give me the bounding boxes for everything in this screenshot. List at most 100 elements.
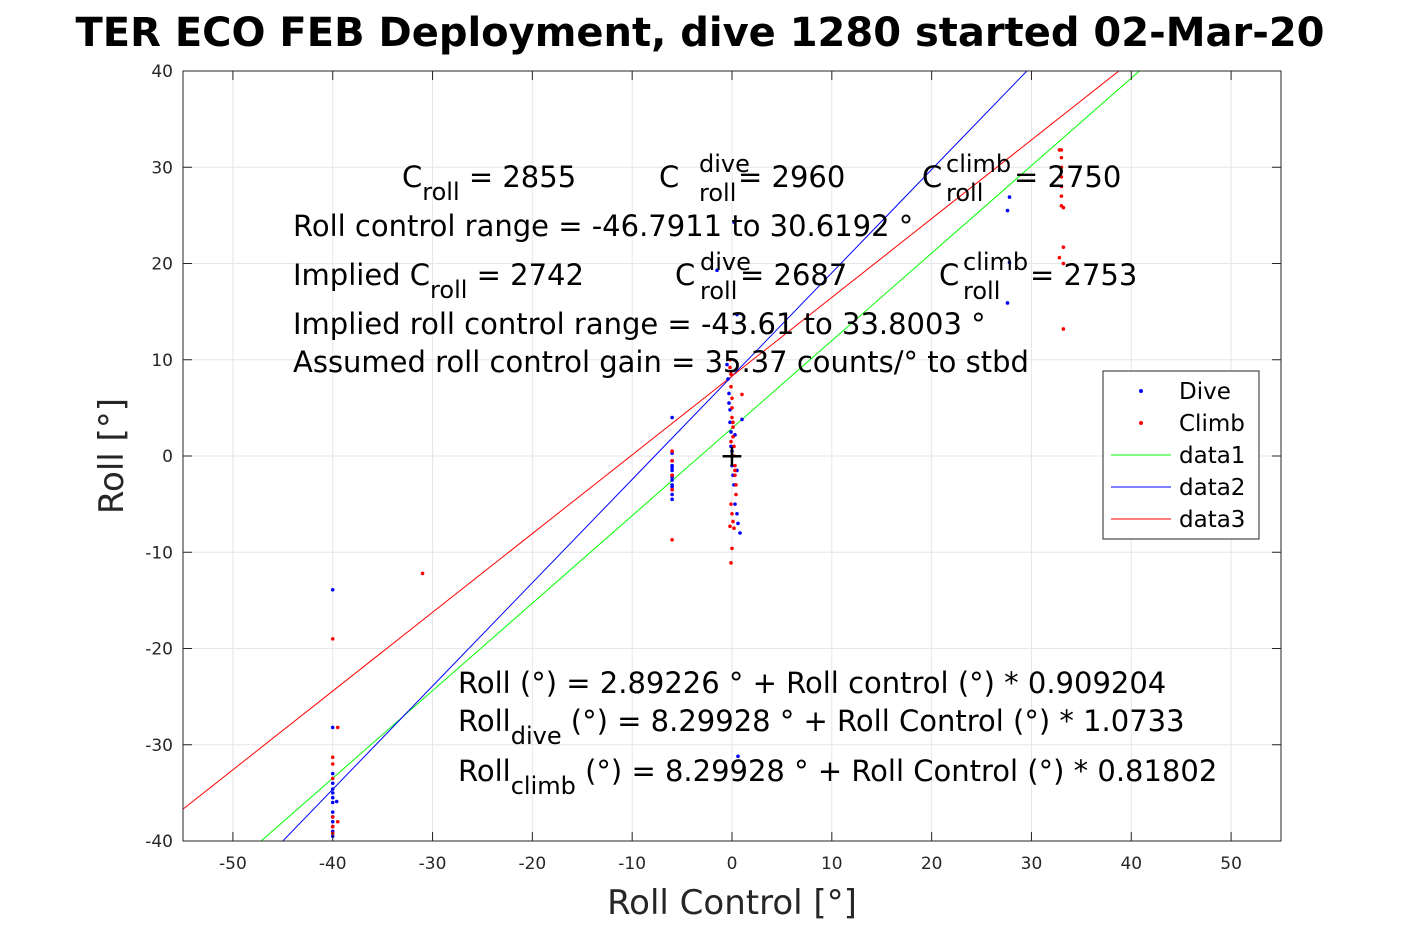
implied-climb-value: = 2753	[1030, 258, 1137, 292]
c-climb-sub: roll	[946, 179, 983, 207]
point-climb	[1059, 184, 1064, 189]
point-dive	[1007, 195, 1012, 199]
point-climb	[732, 454, 736, 458]
gain-text: Assumed roll control gain = 35.37 counts…	[293, 345, 1029, 379]
c-dive-sub: roll	[699, 179, 736, 207]
x-tick-label: 0	[727, 854, 738, 874]
point-climb	[1057, 255, 1062, 260]
point-dive	[729, 444, 733, 449]
x-tick-label: -30	[419, 854, 447, 874]
point-climb	[330, 762, 335, 766]
x-tick-label: -10	[618, 854, 646, 874]
point-climb	[730, 511, 734, 516]
implied-climb-sub: roll	[963, 277, 1000, 305]
c-dive-text: C	[659, 160, 679, 194]
point-climb	[1061, 327, 1066, 331]
y-tick-label: 40	[151, 62, 173, 82]
legend-data3-label: data3	[1179, 507, 1245, 533]
point-climb	[670, 449, 674, 453]
y-axis-label: Roll [°]	[92, 398, 132, 514]
point-climb	[731, 434, 735, 439]
point-climb	[330, 637, 335, 641]
x-tick-label: -50	[219, 854, 247, 874]
point-dive	[735, 511, 739, 516]
point-dive	[670, 465, 674, 470]
point-dive	[738, 531, 742, 535]
y-tick-label: 10	[151, 351, 173, 371]
point-climb	[330, 755, 335, 760]
point-dive	[1005, 301, 1010, 305]
plot-frame	[182, 70, 1282, 842]
point-dive	[670, 468, 674, 473]
y-tick-label: 0	[162, 447, 173, 467]
point-dive	[1005, 208, 1010, 213]
point-climb	[730, 415, 734, 420]
point-dive	[334, 799, 339, 804]
x-tick-label: 30	[1021, 854, 1043, 874]
point-climb	[1061, 261, 1066, 266]
point-climb	[731, 425, 735, 429]
y-tick-label: 30	[151, 158, 173, 178]
implied-dive-value: = 2687	[740, 258, 847, 292]
legend-dive-marker	[1139, 389, 1143, 393]
point-climb	[1059, 175, 1064, 179]
point-dive	[728, 420, 732, 425]
point-climb	[1059, 194, 1064, 198]
point-climb	[335, 819, 340, 824]
point-climb	[335, 725, 340, 730]
x-tick-label: 50	[1220, 854, 1242, 874]
point-dive	[670, 485, 674, 489]
x-tick-label: -40	[319, 854, 347, 874]
point-climb	[728, 365, 732, 370]
point-dive	[330, 587, 335, 592]
y-tick-label: -30	[145, 736, 173, 756]
legend-climb-marker	[1139, 421, 1143, 425]
point-dive	[670, 478, 674, 482]
fit-line-data3	[183, 71, 1120, 810]
point-climb	[732, 526, 736, 530]
c-roll-text: Croll = 2855	[402, 160, 576, 206]
point-dive	[330, 725, 335, 730]
x-tick-label: 10	[821, 854, 843, 874]
point-climb	[670, 473, 674, 478]
point-climb	[730, 546, 734, 551]
point-climb	[733, 463, 737, 468]
x-tick-label: -20	[518, 854, 546, 874]
point-dive	[730, 449, 734, 453]
c-climb-text: C	[922, 160, 942, 194]
point-climb	[732, 444, 736, 449]
legend-dive-label: Dive	[1179, 379, 1231, 405]
legend-data2-label: data2	[1179, 475, 1245, 501]
point-dive	[730, 463, 734, 468]
y-tick-label: 20	[151, 255, 173, 275]
point-dive	[670, 415, 674, 420]
point-climb	[670, 537, 674, 542]
point-dive	[330, 781, 335, 786]
point-climb	[330, 815, 335, 819]
point-climb	[733, 468, 737, 473]
implied-dive-sub: roll	[700, 277, 737, 305]
legend-data1-label: data1	[1179, 443, 1245, 469]
c-dive-value: = 2960	[738, 160, 845, 194]
y-tick-label: -40	[145, 832, 173, 852]
point-climb	[731, 420, 735, 425]
point-dive	[715, 268, 719, 273]
fit-equation: Roll (°) = 2.89226 ° + Roll control (°) …	[458, 666, 1166, 700]
point-dive	[727, 401, 731, 405]
c-dive-sup: dive	[699, 150, 750, 178]
implied-climb-text: C	[939, 258, 959, 292]
point-dive	[330, 795, 335, 800]
point-climb	[730, 396, 734, 401]
point-climb	[728, 357, 732, 362]
fit-climb-equation: Rollclimb (°) = 8.29928 ° + Roll Control…	[458, 754, 1217, 800]
range-text: Roll control range = -46.7911 to 30.6192…	[293, 209, 913, 243]
point-dive	[670, 497, 674, 502]
point-dive	[736, 754, 740, 759]
point-dive	[330, 819, 335, 824]
x-axis-label: Roll Control [°]	[607, 883, 857, 923]
point-climb	[731, 519, 735, 524]
legend-climb-label: Climb	[1179, 411, 1245, 437]
point-climb	[740, 392, 744, 397]
y-tick-label: -20	[145, 640, 173, 660]
